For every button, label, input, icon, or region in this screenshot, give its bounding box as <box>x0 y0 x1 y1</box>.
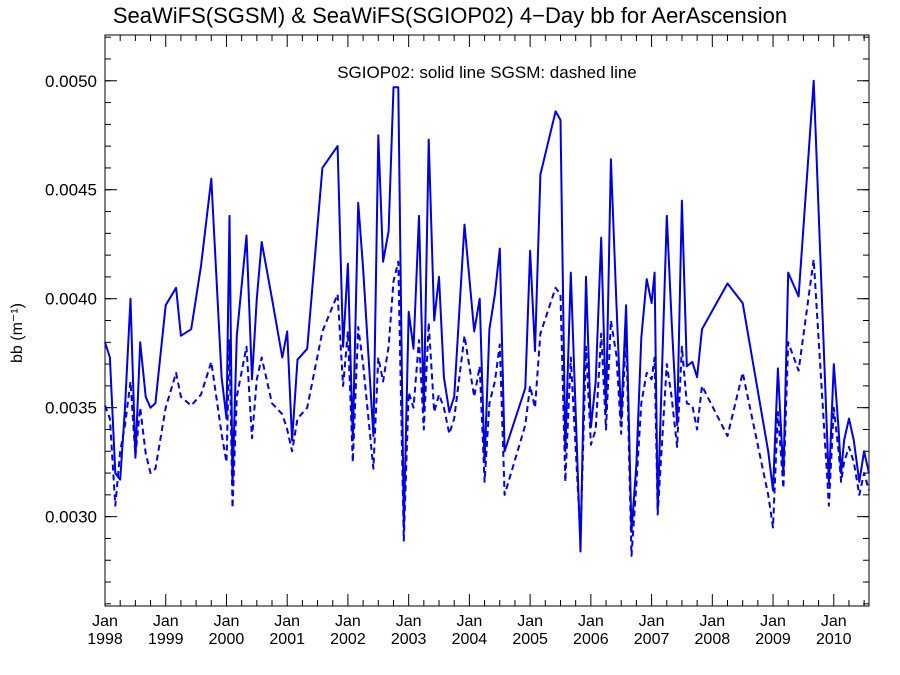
x-tick-year: 2006 <box>573 631 609 648</box>
series-group <box>104 79 870 557</box>
series-line-sgsm-dashed <box>104 258 870 557</box>
x-tick-year: 2003 <box>391 631 427 648</box>
x-tick-month: Jan <box>274 613 300 630</box>
x-tick-year: 2001 <box>269 631 305 648</box>
x-tick-month: Jan <box>153 613 179 630</box>
x-tick-year: 2004 <box>452 631 488 648</box>
axes-group: 0.00300.00350.00400.00450.0050Jan1998Jan… <box>45 35 869 648</box>
series-line-sgiop02-solid <box>104 79 870 553</box>
y-tick-label: 0.0035 <box>45 399 97 418</box>
x-tick-year: 2007 <box>634 631 670 648</box>
line-style-annotation: SGIOP02: solid line SGSM: dashed line <box>337 63 637 82</box>
y-tick-label: 0.0030 <box>45 508 97 527</box>
x-tick-year: 2000 <box>209 631 245 648</box>
y-tick-label: 0.0045 <box>45 181 97 200</box>
y-tick-label: 0.0040 <box>45 290 97 309</box>
x-tick-month: Jan <box>517 613 543 630</box>
x-tick-month: Jan <box>335 613 361 630</box>
x-tick-year: 2010 <box>816 631 852 648</box>
chart-title: SeaWiFS(SGSM) & SeaWiFS(SGIOP02) 4−Day b… <box>112 3 788 28</box>
x-tick-month: Jan <box>578 613 604 630</box>
x-tick-month: Jan <box>92 613 118 630</box>
x-tick-month: Jan <box>821 613 847 630</box>
y-tick-label: 0.0050 <box>45 72 97 91</box>
x-tick-year: 2009 <box>755 631 791 648</box>
x-tick-month: Jan <box>760 613 786 630</box>
x-tick-month: Jan <box>699 613 725 630</box>
x-tick-month: Jan <box>456 613 482 630</box>
x-tick-year: 1999 <box>148 631 184 648</box>
x-tick-month: Jan <box>396 613 422 630</box>
x-tick-year: 2002 <box>330 631 366 648</box>
x-tick-month: Jan <box>214 613 240 630</box>
x-tick-month: Jan <box>639 613 665 630</box>
x-tick-year: 2008 <box>695 631 731 648</box>
x-tick-year: 1998 <box>87 631 123 648</box>
x-tick-year: 2005 <box>512 631 548 648</box>
